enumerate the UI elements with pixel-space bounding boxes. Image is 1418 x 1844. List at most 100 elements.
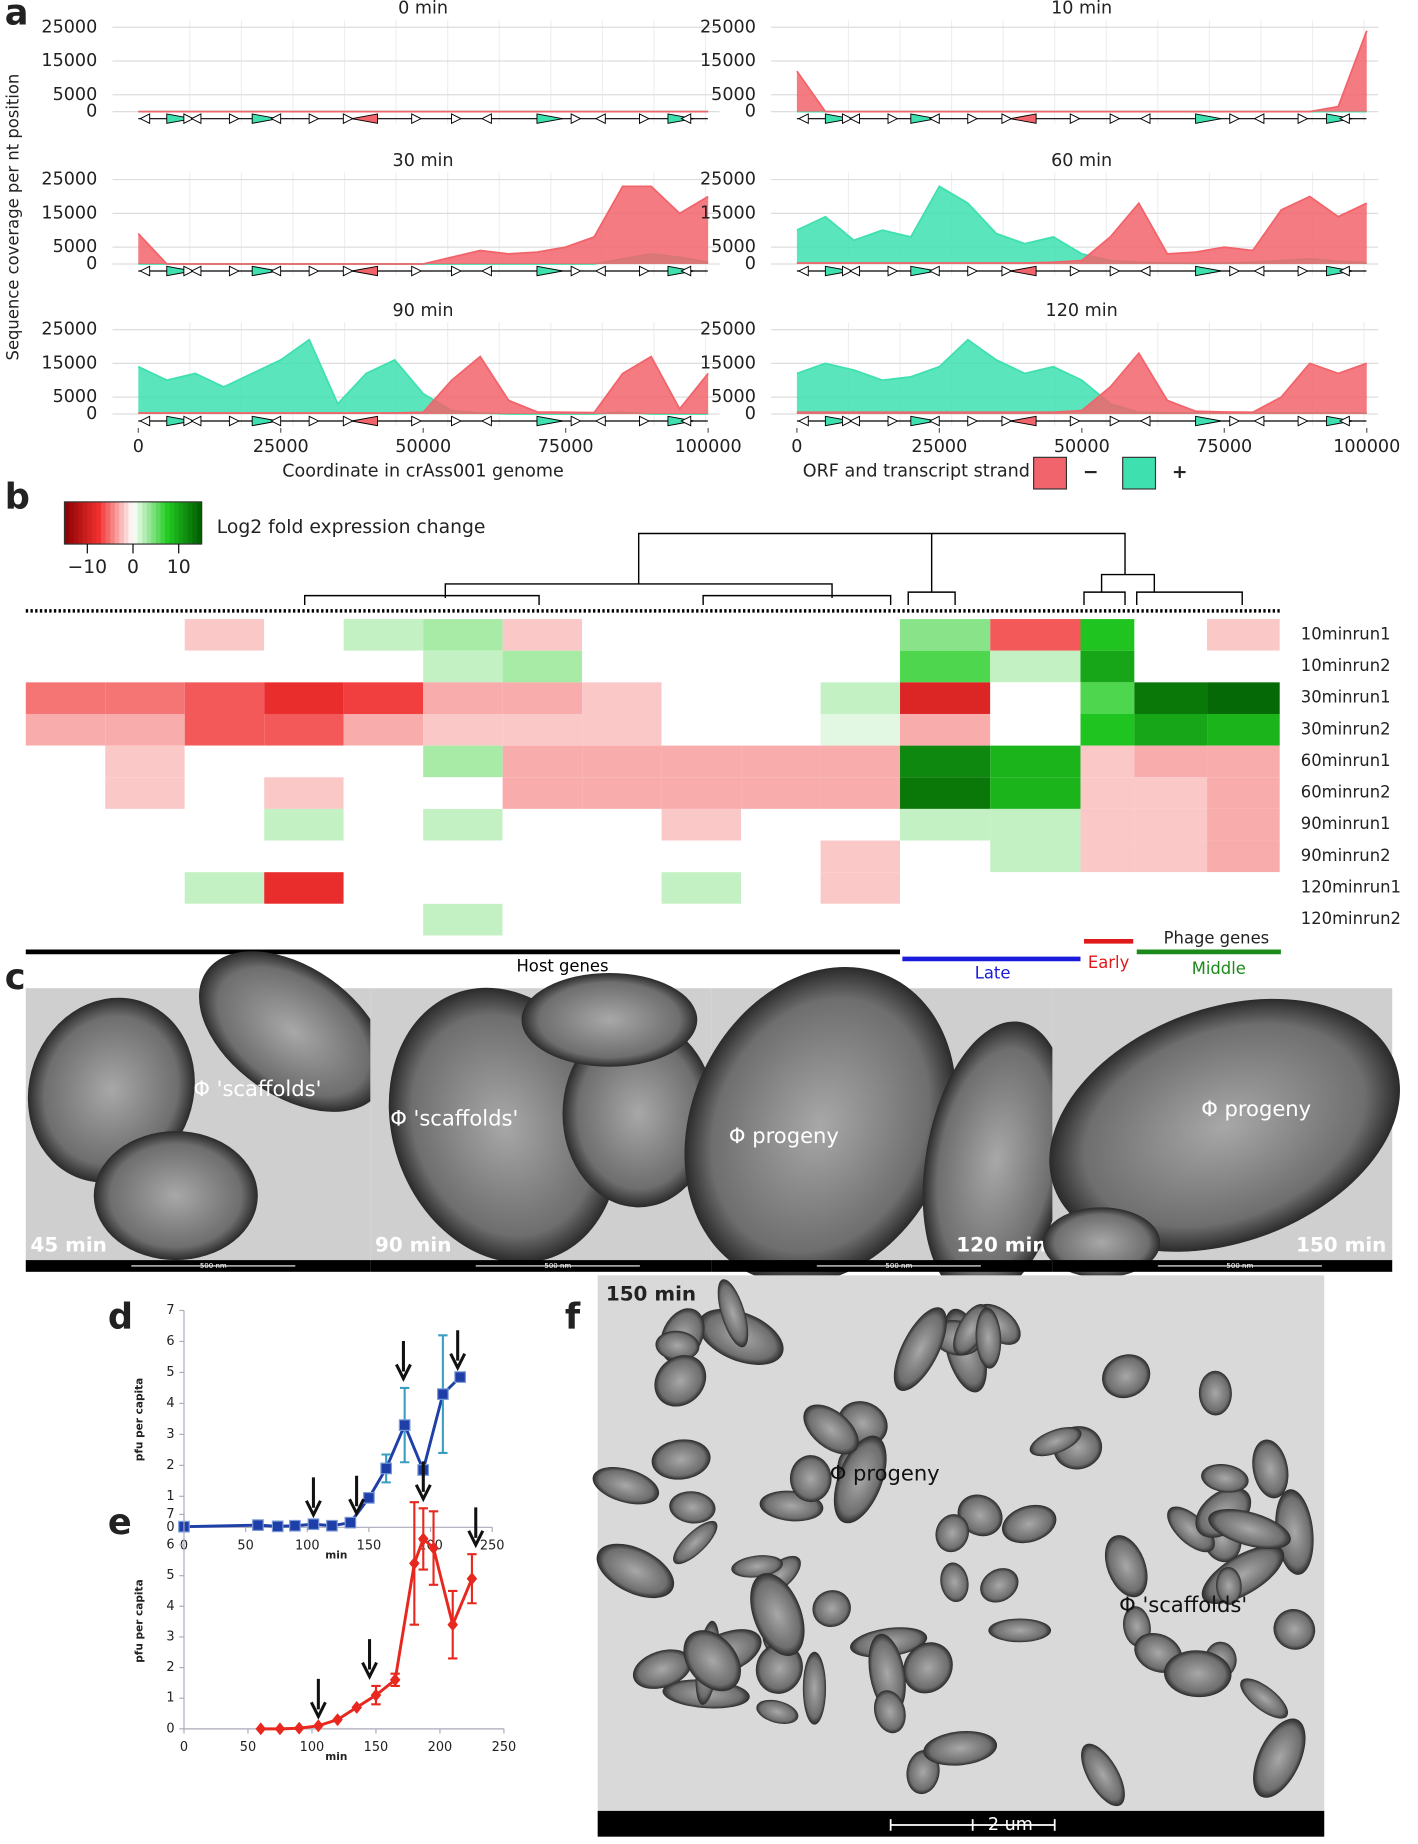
panel-label: a xyxy=(5,0,29,33)
y-tick-label: 5 xyxy=(166,1568,174,1583)
row-label: 10minrun1 xyxy=(1301,624,1391,643)
cell xyxy=(957,1494,1003,1537)
heatmap-cell xyxy=(25,872,106,904)
y-tick-label: 15000 xyxy=(700,203,756,223)
cell xyxy=(655,1330,700,1361)
orf-arrow xyxy=(270,113,282,125)
cell xyxy=(1167,1506,1215,1553)
cell xyxy=(669,1491,716,1524)
time-label: 150 min xyxy=(606,1283,696,1306)
heatmap-cell xyxy=(661,713,742,746)
heatmap-cell xyxy=(582,777,662,809)
cell xyxy=(750,1573,805,1656)
cell xyxy=(651,1439,711,1480)
heatmap-cell xyxy=(582,808,662,841)
orf-arrow xyxy=(342,113,354,125)
heatmap-cell xyxy=(423,808,503,841)
cell xyxy=(893,1307,947,1391)
heatmap-cell xyxy=(1080,840,1135,873)
heatmap-cell xyxy=(1207,840,1280,873)
orf-arrow xyxy=(887,415,899,427)
heatmap-cell xyxy=(423,619,503,651)
colorbar-swatch xyxy=(123,501,130,545)
orf-arrow xyxy=(351,113,378,124)
orf-arrow xyxy=(1229,113,1241,125)
heatmap-cell xyxy=(990,903,1081,936)
row-label: 90minrun1 xyxy=(1301,814,1391,833)
heatmap-cell xyxy=(661,872,742,904)
orf-arrow xyxy=(1139,265,1151,277)
row-label: 120minrun2 xyxy=(1301,909,1401,928)
data-point xyxy=(255,1722,267,1736)
x-tick-label: 100000 xyxy=(1333,437,1400,457)
x-tick-label: 150 xyxy=(357,1539,382,1554)
panel-label: d xyxy=(108,1297,133,1338)
heatmap-cell xyxy=(661,650,742,683)
orf-arrow xyxy=(228,415,240,427)
chart-title: 120 min xyxy=(1046,301,1118,321)
heatmap-cell xyxy=(900,872,991,904)
orf-arrow xyxy=(1253,415,1265,427)
scale-label: 500 nm xyxy=(1226,1261,1253,1270)
time-label: 120 min xyxy=(956,1234,1046,1257)
legend-swatch xyxy=(1033,456,1068,490)
orf-arrow xyxy=(570,265,582,277)
heatmap-cell xyxy=(105,713,185,746)
heatmap-cell xyxy=(264,619,344,651)
row-label: 60minrun2 xyxy=(1301,783,1391,802)
y-tick-label: 5000 xyxy=(711,85,756,105)
x-tick-label: 100000 xyxy=(675,437,742,457)
orf-arrow xyxy=(183,265,195,277)
structure-label: Φ progeny xyxy=(729,1123,839,1148)
y-tick-label: 15000 xyxy=(41,353,97,373)
heatmap-cell xyxy=(741,777,821,809)
heatmap-cell xyxy=(264,713,344,746)
heatmap-cell xyxy=(184,840,265,873)
scale-strip xyxy=(597,1810,1325,1837)
heatmap-cell xyxy=(264,872,344,904)
orf-arrow xyxy=(190,113,202,125)
colorbar-swatch xyxy=(119,501,125,545)
heatmap-cell xyxy=(1080,777,1135,809)
orf-arrow xyxy=(183,415,195,427)
x-tick-label: 0 xyxy=(791,437,802,457)
heatmap-cell xyxy=(184,619,265,651)
heatmap-cell xyxy=(264,808,344,841)
orf-arrow xyxy=(1338,265,1350,277)
orf-arrow xyxy=(824,415,852,427)
heatmap-cell xyxy=(25,745,106,778)
orf-arrow xyxy=(797,265,809,277)
orf-arrow xyxy=(1139,113,1151,125)
data-point xyxy=(252,1519,264,1531)
heatmap-cell xyxy=(502,650,583,683)
colorbar-tick-label: −10 xyxy=(68,557,108,578)
y-tick-label: 6 xyxy=(166,1538,174,1553)
data-point xyxy=(370,1688,382,1702)
heatmap-cell xyxy=(661,682,742,714)
data-point xyxy=(351,1700,363,1714)
cell xyxy=(1163,1650,1232,1698)
y-axis-label: Sequence coverage per nt position xyxy=(4,74,23,361)
orf-arrow xyxy=(342,415,354,427)
panel-label: b xyxy=(5,476,30,517)
orf-arrow xyxy=(1001,113,1013,125)
heatmap-cell xyxy=(25,619,106,651)
x-tick-label: 0 xyxy=(180,1740,188,1755)
plot-background xyxy=(771,20,1379,126)
heatmap-cell xyxy=(343,840,424,873)
heatmap-cell xyxy=(741,903,821,936)
cell xyxy=(756,1699,799,1724)
heatmap-cell xyxy=(1080,682,1135,714)
heatmap-cell xyxy=(25,903,106,936)
heatmap-cell xyxy=(661,903,742,936)
heatmap-cell xyxy=(1207,682,1280,714)
heatmap-cell xyxy=(990,840,1081,873)
orf-arrow xyxy=(1195,415,1222,427)
heatmap-cell xyxy=(343,808,424,841)
cell xyxy=(654,1355,707,1407)
y-tick-label: 25000 xyxy=(41,320,97,340)
cell xyxy=(803,1404,859,1455)
heatmap-cell xyxy=(105,745,185,778)
data-point xyxy=(363,1492,375,1504)
y-tick-label: 5 xyxy=(166,1365,174,1380)
